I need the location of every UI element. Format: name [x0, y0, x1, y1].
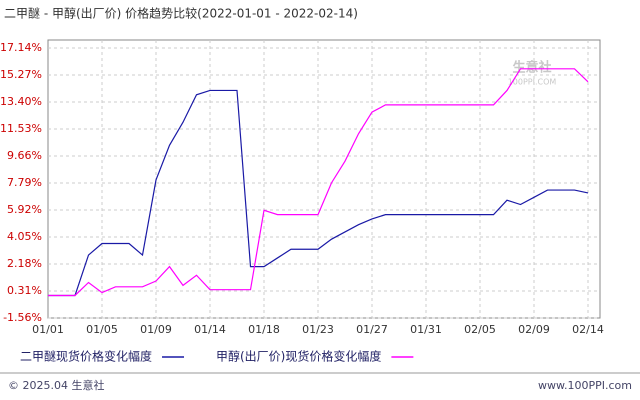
legend-label: 甲醇(出厂价)现货价格变化幅度: [216, 349, 381, 364]
x-tick-label: 01/23: [302, 323, 334, 336]
x-tick-label: 01/27: [356, 323, 388, 336]
x-tick-label: 01/05: [86, 323, 118, 336]
x-tick-label: 02/05: [464, 323, 496, 336]
y-tick-label: 17.14%: [0, 41, 42, 54]
y-tick-label: 4.05%: [7, 230, 42, 243]
watermark-url: 100PPI.COM: [508, 78, 557, 87]
x-tick-label: 01/18: [248, 323, 280, 336]
y-tick-label: 13.40%: [0, 95, 42, 108]
x-tick-label: 01/09: [140, 323, 172, 336]
footer-right: www.100PPI.com: [538, 379, 632, 392]
x-tick-label: 01/31: [410, 323, 442, 336]
x-tick-label: 01/14: [194, 323, 226, 336]
line-series: [48, 89, 589, 297]
y-tick-label: 9.66%: [7, 149, 42, 162]
legend-label: 二甲醚现货价格变化幅度: [20, 349, 152, 364]
chart-title: 二甲醚 - 甲醇(出厂价) 价格趋势比较(2022-01-01 - 2022-0…: [4, 6, 358, 21]
y-tick-label: 2.18%: [7, 257, 42, 270]
y-tick-label: 0.31%: [7, 284, 42, 297]
x-tick-label: 02/14: [572, 323, 604, 336]
line-series: [48, 68, 589, 297]
y-tick-label: 7.79%: [7, 176, 42, 189]
y-tick-label: -1.56%: [3, 311, 42, 324]
y-tick-label: 5.92%: [7, 203, 42, 216]
y-tick-label: 15.27%: [0, 68, 42, 81]
y-tick-label: 11.53%: [0, 122, 42, 135]
watermark: 生意社: [512, 60, 551, 76]
x-tick-label: 01/01: [32, 323, 64, 336]
x-tick-label: 02/09: [518, 323, 550, 336]
footer-left: © 2025.04 生意社: [8, 378, 104, 392]
